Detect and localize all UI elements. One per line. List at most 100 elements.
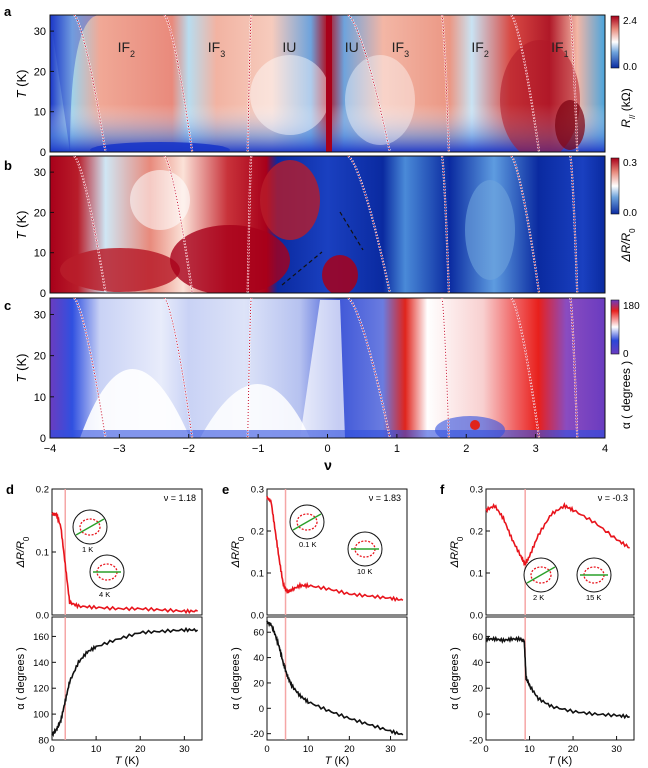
inset-axis-line [292, 513, 322, 531]
y-tick-label: 20 [34, 351, 46, 363]
boundary-dots-core [510, 298, 540, 438]
panel-c: c 0 10 20 30 −4 −3 −2 −1 0 1 2 3 4 T (K) ν 180 0 α … [4, 297, 640, 473]
y-label-top: ΔR/R0 [449, 536, 465, 568]
y-label-c-unit: (K) [14, 354, 29, 371]
y-tick-label: 10 [34, 248, 46, 260]
dashed-guide-left [281, 251, 323, 286]
plot-frame-top [51, 488, 203, 616]
heatmap-a [50, 15, 605, 152]
x-tick-label: 0 [483, 744, 488, 755]
boundary-dots-core [347, 298, 391, 438]
y-tick-label: 0.3 [470, 485, 483, 496]
region-label-main: IF [208, 39, 220, 55]
y-label-bottom: α ( degrees ) [230, 647, 242, 710]
y-label-main: ΔR/R [230, 541, 242, 568]
y-label-sub: 0 [22, 536, 31, 541]
x-tick-label: 20 [344, 744, 355, 755]
y-tick-label: 0 [40, 288, 46, 300]
y-tick-label: 140 [33, 658, 49, 669]
region-label: IU [282, 39, 296, 55]
y-axis-c: 0 10 20 30 [34, 309, 54, 445]
region-label-main: IF [471, 39, 483, 55]
region-label-sub: 3 [404, 49, 409, 59]
plot-frame-top [266, 488, 408, 616]
y-tick-label: 0.1 [251, 569, 264, 580]
region-label-main: IF [551, 39, 563, 55]
x-tick-label: 10 [91, 744, 102, 755]
y-label-top: ΔR/R0 [230, 536, 246, 568]
y-axis-b: 0 10 20 30 [34, 167, 54, 300]
region-label-main: IU [282, 39, 296, 55]
y-label-bottom: α ( degrees ) [15, 647, 27, 710]
colorbar-c-label: α ( degrees ) [619, 361, 633, 429]
colorbar-b-label-sub: 0 [628, 228, 637, 233]
x-tick-label: 30 [611, 744, 622, 755]
x-label-unit: (K) [555, 755, 573, 767]
phase-boundaries-a [73, 15, 579, 152]
colorbar-a-label-sub: // [628, 114, 637, 119]
colorbar-c: 180 0 α ( degrees ) [610, 299, 640, 429]
region-label-sub: 2 [130, 49, 135, 59]
region-label-main: IU [345, 39, 359, 55]
phase-boundaries-b [73, 156, 579, 293]
x-label-c: ν [324, 457, 332, 473]
boundary-dots-core [164, 298, 193, 438]
nu-label: ν = 1.18 [164, 493, 196, 503]
boundary-dots-core [510, 156, 540, 293]
y-tick-label: 20 [34, 207, 46, 219]
y-label-main: ΔR/R [15, 541, 27, 568]
x-label-var: T [548, 755, 556, 767]
y-tick-label: 0 [40, 433, 46, 445]
y-tick-label: 60 [253, 628, 264, 639]
y-label-sub: 0 [237, 536, 246, 541]
boundary-dots-core [247, 156, 252, 293]
y-tick-label: 0.0 [36, 611, 49, 622]
x-label-var: T [115, 755, 123, 767]
y-tick-label: 0.2 [36, 485, 49, 496]
inset-label: 4 K [99, 590, 110, 599]
trace-bottom [485, 635, 630, 720]
colorbar-c-max: 180 [623, 301, 640, 312]
y-tick-label: -20 [250, 729, 264, 740]
y-tick-label: 0.1 [36, 548, 49, 559]
inset-axis-line [526, 566, 556, 584]
trace-top [485, 501, 630, 567]
x-tick-label: −3 [113, 443, 126, 455]
x-label: T (K) [325, 755, 349, 767]
colorbar-a-label: R// (kΩ) [619, 88, 637, 127]
y-tick-label: 0.1 [470, 569, 483, 580]
region-label-sub: 1 [564, 49, 569, 59]
y-tick-label: 20 [253, 678, 264, 689]
y-tick-label: 40 [253, 653, 264, 664]
x-tick-label: −1 [252, 443, 265, 455]
panel-label-b: b [4, 158, 12, 173]
colorbar-b-min: 0.0 [623, 208, 637, 219]
boundary-dots [569, 298, 579, 438]
x-label: T (K) [548, 755, 572, 767]
y-tick-label: 160 [33, 632, 49, 643]
y-label-c: T (K) [14, 354, 29, 383]
y-label-main: ΔR/R [449, 541, 461, 568]
x-tick-label: −2 [182, 443, 195, 455]
boundary-dots-core [73, 15, 106, 152]
trace-bottom [266, 620, 404, 736]
y-label-b: T (K) [14, 211, 29, 240]
panel-label-a: a [4, 4, 12, 19]
x-tick-label: 0 [49, 744, 54, 755]
colorbar-a-label-main: R [619, 119, 633, 128]
y-axis-a: 0 10 20 30 [34, 26, 54, 159]
region-label-main: IF [118, 39, 130, 55]
x-tick-label: −4 [44, 443, 57, 455]
nu-label: ν = -0.3 [598, 493, 628, 503]
colorbar-a-min: 0.0 [623, 62, 637, 73]
x-tick-label: 0 [264, 744, 269, 755]
y-tick-label: 0.2 [251, 527, 264, 538]
x-tick-label: 20 [568, 744, 579, 755]
panel-label: f [440, 482, 445, 497]
region-label-sub: 3 [220, 49, 225, 59]
y-tick-label: -20 [469, 736, 483, 747]
